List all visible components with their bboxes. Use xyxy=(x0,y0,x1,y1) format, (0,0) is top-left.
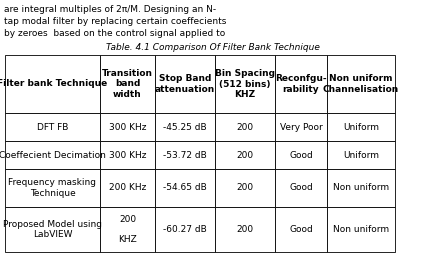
Bar xyxy=(100,169,155,207)
Text: 200: 200 xyxy=(236,151,253,159)
Text: Coeffecient Decimation: Coeffecient Decimation xyxy=(0,151,106,159)
Bar xyxy=(100,55,155,113)
Bar xyxy=(275,207,327,252)
Text: Reconfgu-
rability: Reconfgu- rability xyxy=(275,74,327,94)
Bar xyxy=(327,207,395,252)
Bar xyxy=(215,169,275,207)
Text: Uniform: Uniform xyxy=(343,122,379,132)
Text: Non uniform
Channelisation: Non uniform Channelisation xyxy=(323,74,399,94)
Text: Non uniform: Non uniform xyxy=(333,225,389,234)
Bar xyxy=(155,207,215,252)
Text: Transition
band
width: Transition band width xyxy=(102,69,153,99)
Text: 200: 200 xyxy=(236,184,253,192)
Text: Non uniform: Non uniform xyxy=(333,184,389,192)
Bar xyxy=(5,141,100,169)
Bar xyxy=(215,113,275,141)
Bar xyxy=(215,141,275,169)
Text: 300 KHz: 300 KHz xyxy=(109,151,146,159)
Text: -60.27 dB: -60.27 dB xyxy=(163,225,207,234)
Text: DFT FB: DFT FB xyxy=(37,122,68,132)
Bar xyxy=(275,141,327,169)
Bar xyxy=(327,113,395,141)
Text: -53.72 dB: -53.72 dB xyxy=(163,151,207,159)
Bar xyxy=(275,55,327,113)
Text: Bin Spacing
(512 bins)
KHZ: Bin Spacing (512 bins) KHZ xyxy=(215,69,275,99)
Text: Good: Good xyxy=(289,151,313,159)
Bar xyxy=(215,55,275,113)
Text: 300 KHz: 300 KHz xyxy=(109,122,146,132)
Text: 200: 200 xyxy=(236,122,253,132)
Bar xyxy=(100,207,155,252)
Bar xyxy=(327,141,395,169)
Text: 200

KHZ: 200 KHZ xyxy=(118,214,137,244)
Bar xyxy=(155,113,215,141)
Bar xyxy=(327,169,395,207)
Bar xyxy=(100,113,155,141)
Bar xyxy=(155,55,215,113)
Text: Frequency masking
Technique: Frequency masking Technique xyxy=(9,178,97,198)
Text: -45.25 dB: -45.25 dB xyxy=(163,122,207,132)
Text: by zeroes  based on the control signal applied to: by zeroes based on the control signal ap… xyxy=(4,29,225,38)
Bar xyxy=(275,113,327,141)
Text: Very Poor: Very Poor xyxy=(279,122,322,132)
Bar xyxy=(275,169,327,207)
Text: 200 KHz: 200 KHz xyxy=(109,184,146,192)
Bar xyxy=(5,169,100,207)
Text: Good: Good xyxy=(289,225,313,234)
Bar xyxy=(5,207,100,252)
Text: Stop Band
attenuation: Stop Band attenuation xyxy=(155,74,215,94)
Text: Good: Good xyxy=(289,184,313,192)
Bar xyxy=(5,55,100,113)
Text: Table. 4.1 Comparison Of Filter Bank Technique: Table. 4.1 Comparison Of Filter Bank Tec… xyxy=(106,42,320,51)
Bar xyxy=(215,207,275,252)
Text: are integral multiples of 2π/M. Designing an N-: are integral multiples of 2π/M. Designin… xyxy=(4,5,216,15)
Text: Uniform: Uniform xyxy=(343,151,379,159)
Bar xyxy=(327,55,395,113)
Text: tap modal filter by replacing certain coeffecients: tap modal filter by replacing certain co… xyxy=(4,17,226,27)
Text: -54.65 dB: -54.65 dB xyxy=(163,184,207,192)
Bar xyxy=(5,113,100,141)
Text: Filter bank Technique: Filter bank Technique xyxy=(0,80,108,88)
Bar xyxy=(155,141,215,169)
Text: 200: 200 xyxy=(236,225,253,234)
Bar xyxy=(100,141,155,169)
Bar xyxy=(155,169,215,207)
Text: Proposed Model using
LabVIEW: Proposed Model using LabVIEW xyxy=(3,220,102,239)
